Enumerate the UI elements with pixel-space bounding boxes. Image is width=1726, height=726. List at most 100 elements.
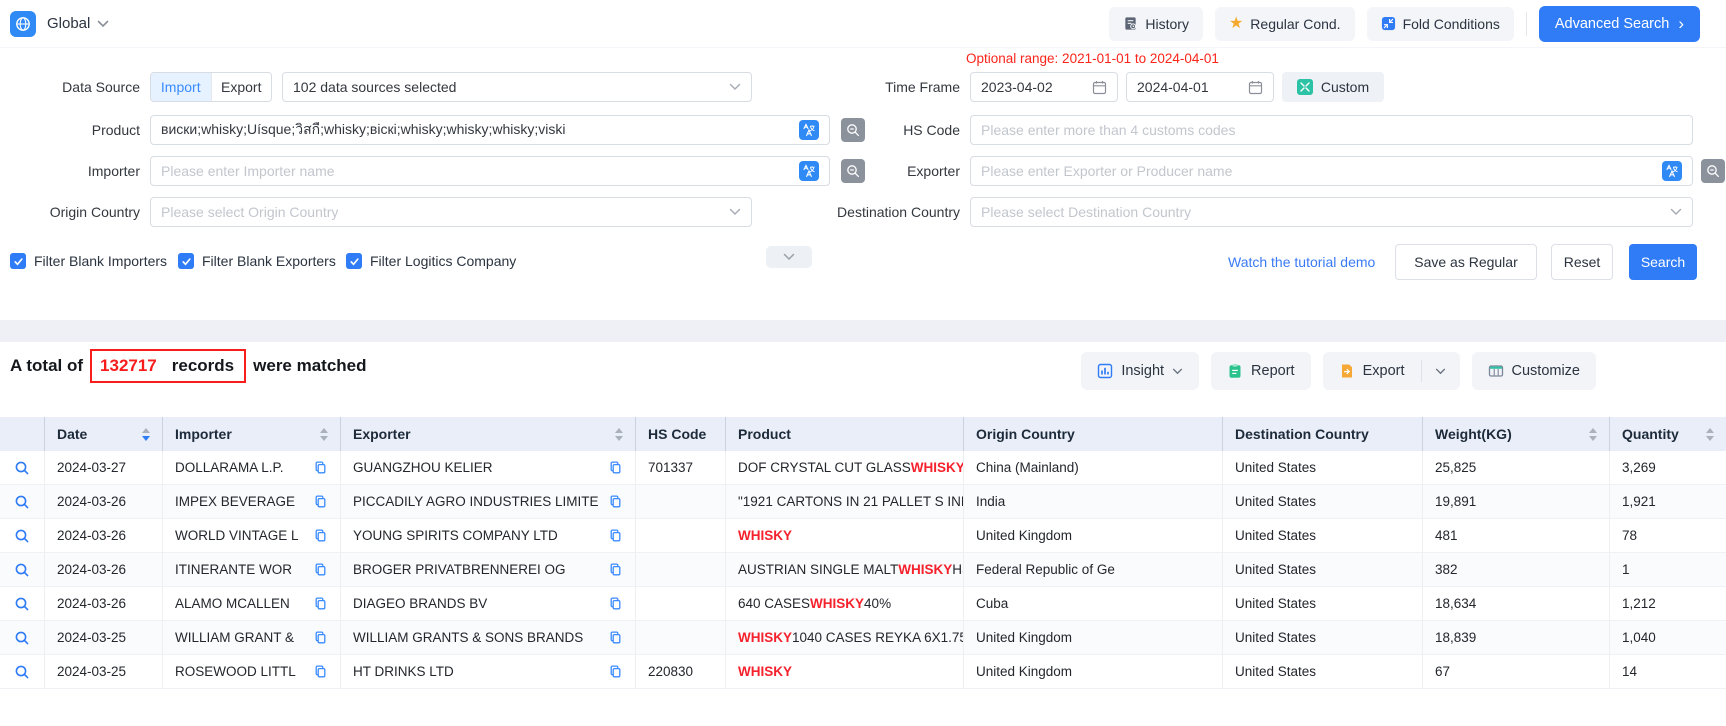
- importer-name[interactable]: ROSEWOOD LITTL: [175, 664, 296, 679]
- copy-icon[interactable]: [307, 494, 328, 509]
- exporter-name[interactable]: PICCADILY AGRO INDUSTRIES LIMITE: [353, 494, 599, 509]
- regular-cond-button[interactable]: ★ Regular Cond.: [1215, 7, 1355, 41]
- cell-origin-country: United Kingdom: [964, 519, 1223, 552]
- filter-logistics-company-checkbox[interactable]: Filter Logitics Company: [346, 250, 516, 272]
- chevron-down-icon: [729, 83, 741, 91]
- cell-product: "1921 CARTONS IN 21 PALLET S INDRI: [726, 485, 964, 518]
- copy-icon[interactable]: [307, 528, 328, 543]
- exporter-input[interactable]: [981, 163, 1654, 179]
- start-date-field[interactable]: 2023-04-02: [970, 72, 1118, 102]
- copy-icon[interactable]: [602, 630, 623, 645]
- data-source-import-tab[interactable]: Import: [151, 73, 211, 101]
- header-hs-code: HS Code: [636, 417, 726, 451]
- save-as-regular-button[interactable]: Save as Regular: [1395, 244, 1537, 280]
- search-form: Optional range: 2021-01-01 to 2024-04-01…: [0, 48, 1726, 306]
- header-date[interactable]: Date: [45, 417, 163, 451]
- exporter-exact-match-icon[interactable]: [1701, 159, 1725, 183]
- exporter-name[interactable]: YOUNG SPIRITS COMPANY LTD: [353, 528, 558, 543]
- sort-icon[interactable]: [607, 428, 623, 441]
- view-detail-button[interactable]: [0, 485, 45, 518]
- fold-conditions-button[interactable]: Fold Conditions: [1367, 7, 1514, 41]
- sort-icon[interactable]: [1698, 428, 1714, 441]
- filter-blank-exporters-checkbox[interactable]: Filter Blank Exporters: [178, 250, 336, 272]
- cell-date: 2024-03-26: [45, 519, 163, 552]
- cell-origin-country: United Kingdom: [964, 621, 1223, 654]
- sort-icon[interactable]: [1581, 428, 1597, 441]
- copy-icon[interactable]: [602, 596, 623, 611]
- destination-country-select[interactable]: Please select Destination Country: [970, 197, 1693, 227]
- tutorial-demo-link[interactable]: Watch the tutorial demo: [1228, 244, 1375, 280]
- custom-range-button[interactable]: Custom: [1282, 72, 1384, 102]
- view-detail-button[interactable]: [0, 621, 45, 654]
- importer-name[interactable]: IMPEX BEVERAGE: [175, 494, 295, 509]
- product-label: Product: [0, 115, 140, 145]
- hs-code-input[interactable]: [981, 122, 1682, 138]
- cell-hs-code: [636, 519, 726, 552]
- report-icon: [1227, 363, 1243, 379]
- importer-name[interactable]: ALAMO MCALLEN: [175, 596, 290, 611]
- importer-input[interactable]: [161, 163, 791, 179]
- export-options-chevron-button[interactable]: [1422, 352, 1460, 390]
- translate-icon[interactable]: [1662, 161, 1682, 181]
- cell-destination-country: United States: [1223, 655, 1423, 688]
- header-origin-country: Origin Country: [964, 417, 1223, 451]
- view-detail-button[interactable]: [0, 451, 45, 484]
- report-label: Report: [1251, 363, 1295, 379]
- report-button[interactable]: Report: [1211, 352, 1311, 390]
- sort-icon[interactable]: [134, 428, 150, 441]
- insight-button[interactable]: Insight: [1081, 352, 1199, 390]
- collapse-conditions-button[interactable]: [766, 246, 812, 268]
- importer-name[interactable]: DOLLARAMA L.P.: [175, 460, 284, 475]
- origin-country-select[interactable]: Please select Origin Country: [150, 197, 752, 227]
- data-sources-select[interactable]: 102 data sources selected: [282, 72, 752, 102]
- importer-name[interactable]: WILLIAM GRANT &: [175, 630, 294, 645]
- copy-icon[interactable]: [602, 528, 623, 543]
- search-button[interactable]: Search: [1629, 244, 1697, 280]
- view-detail-button[interactable]: [0, 519, 45, 552]
- filter-blank-importers-checkbox[interactable]: Filter Blank Importers: [10, 250, 167, 272]
- sort-icon[interactable]: [312, 428, 328, 441]
- product-input[interactable]: [161, 122, 791, 138]
- history-button[interactable]: History: [1109, 7, 1203, 41]
- regular-cond-label: Regular Cond.: [1250, 16, 1340, 32]
- export-button[interactable]: Export: [1323, 352, 1421, 390]
- calendar-icon: [1248, 80, 1263, 95]
- view-detail-button[interactable]: [0, 553, 45, 586]
- copy-icon[interactable]: [602, 494, 623, 509]
- copy-icon[interactable]: [307, 596, 328, 611]
- copy-icon[interactable]: [307, 562, 328, 577]
- importer-name[interactable]: ITINERANTE WOR: [175, 562, 292, 577]
- header-exporter[interactable]: Exporter: [341, 417, 636, 451]
- copy-icon[interactable]: [602, 460, 623, 475]
- highlighted-keyword: WHISKY: [911, 460, 964, 475]
- header-quantity[interactable]: Quantity: [1610, 417, 1726, 451]
- exporter-name[interactable]: GUANGZHOU KELIER: [353, 460, 493, 475]
- data-source-toggle: Import Export: [150, 72, 272, 102]
- copy-icon[interactable]: [307, 460, 328, 475]
- advanced-search-button[interactable]: Advanced Search ›: [1539, 6, 1700, 42]
- header-importer[interactable]: Importer: [163, 417, 341, 451]
- workspace-name[interactable]: Global: [47, 15, 90, 32]
- exporter-name[interactable]: WILLIAM GRANTS & SONS BRANDS: [353, 630, 583, 645]
- checkbox-checked-icon: [10, 253, 26, 269]
- view-detail-button[interactable]: [0, 655, 45, 688]
- workspace-chevron-down-icon[interactable]: [97, 20, 109, 28]
- exporter-name[interactable]: BROGER PRIVATBRENNEREI OG: [353, 562, 566, 577]
- exporter-name[interactable]: DIAGEO BRANDS BV: [353, 596, 487, 611]
- origin-country-label: Origin Country: [0, 197, 140, 227]
- exporter-name[interactable]: HT DRINKS LTD: [353, 664, 454, 679]
- copy-icon[interactable]: [307, 630, 328, 645]
- copy-icon[interactable]: [602, 562, 623, 577]
- view-detail-button[interactable]: [0, 587, 45, 620]
- table-row: 2024-03-26 IMPEX BEVERAGE PICCADILY AGRO…: [0, 485, 1726, 519]
- data-source-export-tab[interactable]: Export: [211, 73, 272, 101]
- header-weight[interactable]: Weight(KG): [1423, 417, 1610, 451]
- reset-button[interactable]: Reset: [1551, 244, 1613, 280]
- cell-quantity: 78: [1610, 519, 1726, 552]
- end-date-field[interactable]: 2024-04-01: [1126, 72, 1274, 102]
- copy-icon[interactable]: [602, 664, 623, 679]
- copy-icon[interactable]: [307, 664, 328, 679]
- importer-name[interactable]: WORLD VINTAGE L: [175, 528, 299, 543]
- customize-button[interactable]: Customize: [1472, 352, 1597, 390]
- hs-code-field-wrap: [970, 115, 1693, 145]
